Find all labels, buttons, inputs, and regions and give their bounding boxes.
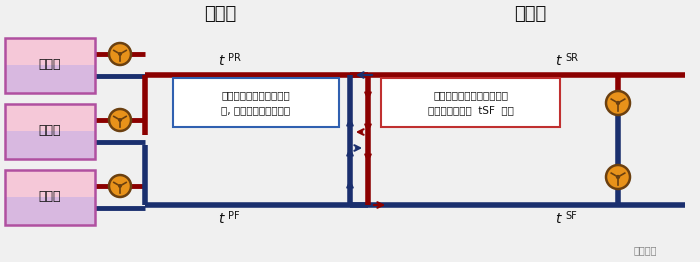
Circle shape: [109, 109, 131, 131]
Text: SR: SR: [565, 53, 578, 63]
Circle shape: [118, 118, 122, 122]
Text: 冷冻机: 冷冻机: [38, 58, 62, 72]
Text: 当一次侧流量高于二次侧: 当一次侧流量高于二次侧: [222, 90, 290, 100]
FancyBboxPatch shape: [381, 78, 560, 127]
FancyBboxPatch shape: [173, 78, 339, 127]
FancyBboxPatch shape: [5, 131, 95, 159]
Circle shape: [616, 175, 620, 179]
Circle shape: [118, 52, 122, 56]
FancyBboxPatch shape: [5, 197, 95, 225]
Circle shape: [606, 165, 630, 189]
FancyBboxPatch shape: [5, 103, 95, 131]
Text: PR: PR: [228, 53, 241, 63]
Text: 当二次侧流量高于一次侧时: 当二次侧流量高于一次侧时: [433, 90, 508, 100]
Text: 暖通南社: 暖通南社: [634, 245, 657, 255]
Circle shape: [109, 175, 131, 197]
Circle shape: [109, 43, 131, 65]
Text: 冷冻机: 冷冻机: [38, 190, 62, 204]
Text: 二次侧流体温度  tSF  升高: 二次侧流体温度 tSF 升高: [428, 105, 513, 115]
Text: 一次侧: 一次侧: [204, 5, 236, 23]
Text: SF: SF: [565, 211, 577, 221]
Text: 时, 一次侧回水温度降低: 时, 一次侧回水温度降低: [221, 105, 290, 115]
Circle shape: [606, 91, 630, 115]
Circle shape: [118, 184, 122, 188]
Text: PF: PF: [228, 211, 239, 221]
Text: t: t: [555, 54, 561, 68]
Circle shape: [616, 101, 620, 105]
Text: 冷冻机: 冷冻机: [38, 124, 62, 138]
Text: t: t: [218, 212, 223, 226]
FancyBboxPatch shape: [5, 37, 95, 65]
FancyBboxPatch shape: [5, 65, 95, 92]
FancyBboxPatch shape: [5, 170, 95, 197]
Text: 二次侧: 二次侧: [514, 5, 546, 23]
Text: t: t: [218, 54, 223, 68]
Text: t: t: [555, 212, 561, 226]
